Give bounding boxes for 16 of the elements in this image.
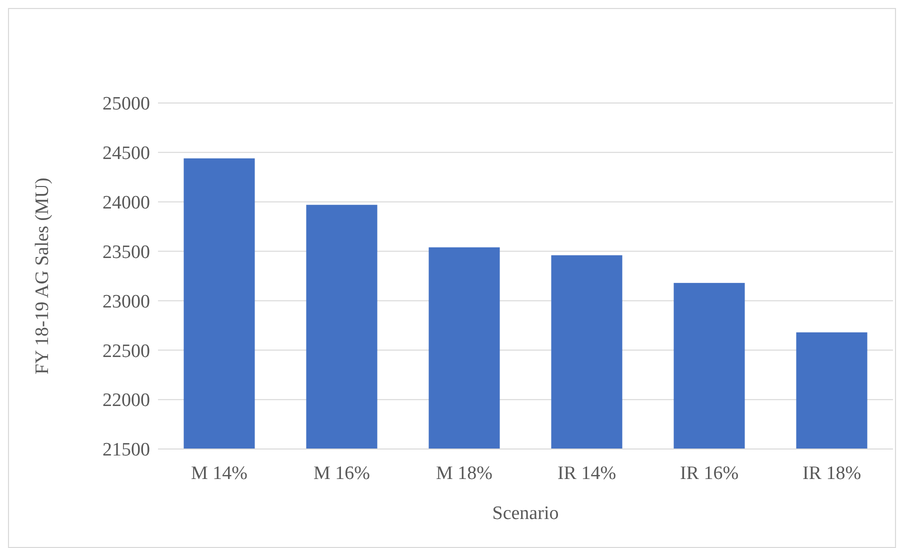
y-tick-label: 21500 bbox=[102, 440, 150, 461]
x-tick-label: M 18% bbox=[436, 463, 493, 484]
y-tick-label: 23000 bbox=[102, 291, 150, 312]
x-tick-label: IR 16% bbox=[680, 463, 739, 484]
x-tick-label: IR 18% bbox=[802, 463, 862, 484]
y-tick-label: 23500 bbox=[102, 242, 150, 263]
y-tick-label: 22500 bbox=[102, 340, 150, 362]
x-tick-label: M 16% bbox=[314, 463, 370, 484]
x-tick-label: IR 14% bbox=[557, 463, 616, 484]
y-tick-label: 24000 bbox=[102, 192, 150, 214]
y-tick-label: 22000 bbox=[102, 390, 150, 412]
y-tick-label: 24500 bbox=[102, 143, 150, 164]
x-tick-label: M 14% bbox=[191, 463, 248, 484]
y-axis-title: FY 18-19 AG Sales (MU) bbox=[32, 178, 53, 374]
y-tick-label: 25000 bbox=[102, 94, 150, 115]
x-axis-title: Scenario bbox=[492, 503, 559, 524]
